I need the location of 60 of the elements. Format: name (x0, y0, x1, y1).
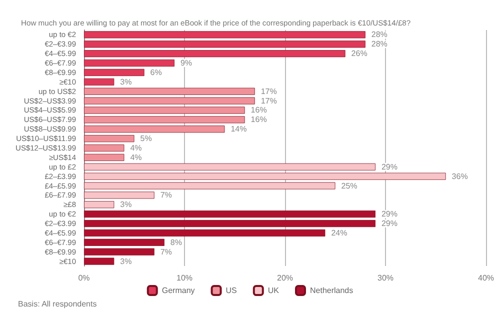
legend-label: US (226, 286, 237, 295)
bar (84, 144, 124, 152)
bar (84, 78, 114, 86)
x-tick-label: 40% (478, 274, 494, 282)
bar (84, 229, 326, 236)
bar (84, 40, 366, 48)
bar (84, 116, 245, 124)
bar (84, 248, 154, 256)
bar (84, 68, 144, 76)
bar (84, 201, 114, 208)
data-label: 29% (381, 219, 398, 228)
bar (84, 258, 114, 265)
x-tick-label: 0% (78, 274, 90, 282)
bar (84, 172, 446, 180)
data-label: 14% (230, 124, 247, 134)
data-label: 4% (130, 152, 142, 162)
bar (84, 182, 336, 190)
data-label: 16% (250, 106, 267, 115)
legend-label: UK (268, 286, 280, 295)
bar (84, 135, 134, 142)
bar (84, 106, 245, 114)
data-label: 16% (250, 115, 267, 124)
bar (84, 60, 174, 67)
data-label: 17% (260, 86, 277, 96)
data-label: 28% (371, 30, 388, 40)
bar (84, 154, 124, 161)
data-label: 3% (120, 200, 132, 210)
data-label: 5% (140, 134, 152, 144)
data-label: 36% (452, 172, 468, 181)
data-label: 17% (260, 96, 277, 106)
bar (84, 97, 255, 104)
bar (84, 238, 164, 246)
data-label: 29% (381, 162, 398, 172)
bar (84, 210, 376, 218)
x-tick-label: 30% (377, 274, 394, 282)
data-label: 26% (351, 49, 368, 58)
data-label: 6% (150, 68, 162, 77)
data-label: 8% (170, 238, 182, 247)
x-tick-label: 10% (176, 274, 193, 282)
data-label: 7% (160, 190, 172, 200)
bar (84, 192, 154, 199)
bar (84, 88, 255, 95)
data-label: 4% (130, 144, 142, 152)
legend-label: Germany (162, 286, 195, 295)
data-label: 7% (160, 247, 172, 256)
bar (84, 126, 225, 133)
data-label: 28% (371, 40, 388, 49)
text: Basis: All respondents (18, 300, 97, 308)
data-label: 25% (341, 181, 358, 190)
data-label: 3% (120, 256, 132, 266)
bar (84, 163, 376, 170)
bar (84, 50, 346, 58)
bar (84, 31, 366, 38)
legend-label: Netherlands (310, 286, 354, 295)
x-tick-label: 20% (276, 274, 294, 282)
data-label: 9% (180, 58, 192, 68)
bar (84, 220, 376, 228)
data-label: 3% (120, 77, 132, 86)
data-label: 24% (331, 228, 348, 238)
data-label: 29% (381, 210, 398, 219)
